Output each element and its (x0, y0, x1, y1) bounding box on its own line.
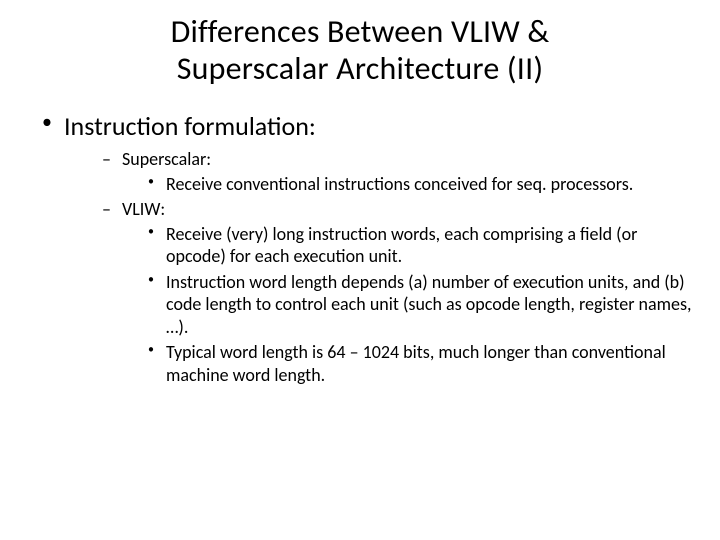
bullet-lvl3-item: Receive conventional instructions concei… (146, 173, 692, 196)
slide: Differences Between VLIW & Superscalar A… (0, 0, 720, 540)
bullet-list-lvl3: Receive (very) long instruction words, e… (122, 223, 692, 387)
bullet-lvl2-item: Superscalar: Receive conventional instru… (100, 148, 692, 195)
bullet-lvl3-text: Typical word length is 64 – 1024 bits, m… (166, 341, 666, 386)
title-line-2: Superscalar Architecture (II) (177, 49, 544, 88)
bullet-lvl3-item: Receive (very) long instruction words, e… (146, 223, 692, 268)
bullet-lvl2-text: Superscalar: (122, 148, 211, 170)
bullet-lvl1-item: Instruction formulation: Superscalar: Re… (38, 110, 692, 387)
bullet-lvl1-text: Instruction formulation: (64, 110, 316, 142)
bullet-lvl2-text: VLIW: (122, 198, 165, 220)
bullet-list-lvl3: Receive conventional instructions concei… (122, 173, 692, 196)
bullet-lvl3-text: Receive conventional instructions concei… (166, 173, 633, 195)
bullet-lvl3-text: Instruction word length depends (a) numb… (166, 271, 691, 338)
bullet-lvl2-item: VLIW: Receive (very) long instruction wo… (100, 198, 692, 386)
bullet-lvl3-item: Typical word length is 64 – 1024 bits, m… (146, 341, 692, 386)
title-line-1: Differences Between VLIW & (171, 12, 550, 51)
bullet-lvl3-text: Receive (very) long instruction words, e… (166, 223, 637, 268)
bullet-list-lvl2: Superscalar: Receive conventional instru… (64, 148, 692, 386)
bullet-lvl3-item: Instruction word length depends (a) numb… (146, 271, 692, 339)
bullet-list-lvl1: Instruction formulation: Superscalar: Re… (28, 110, 692, 387)
slide-title: Differences Between VLIW & Superscalar A… (58, 14, 662, 88)
